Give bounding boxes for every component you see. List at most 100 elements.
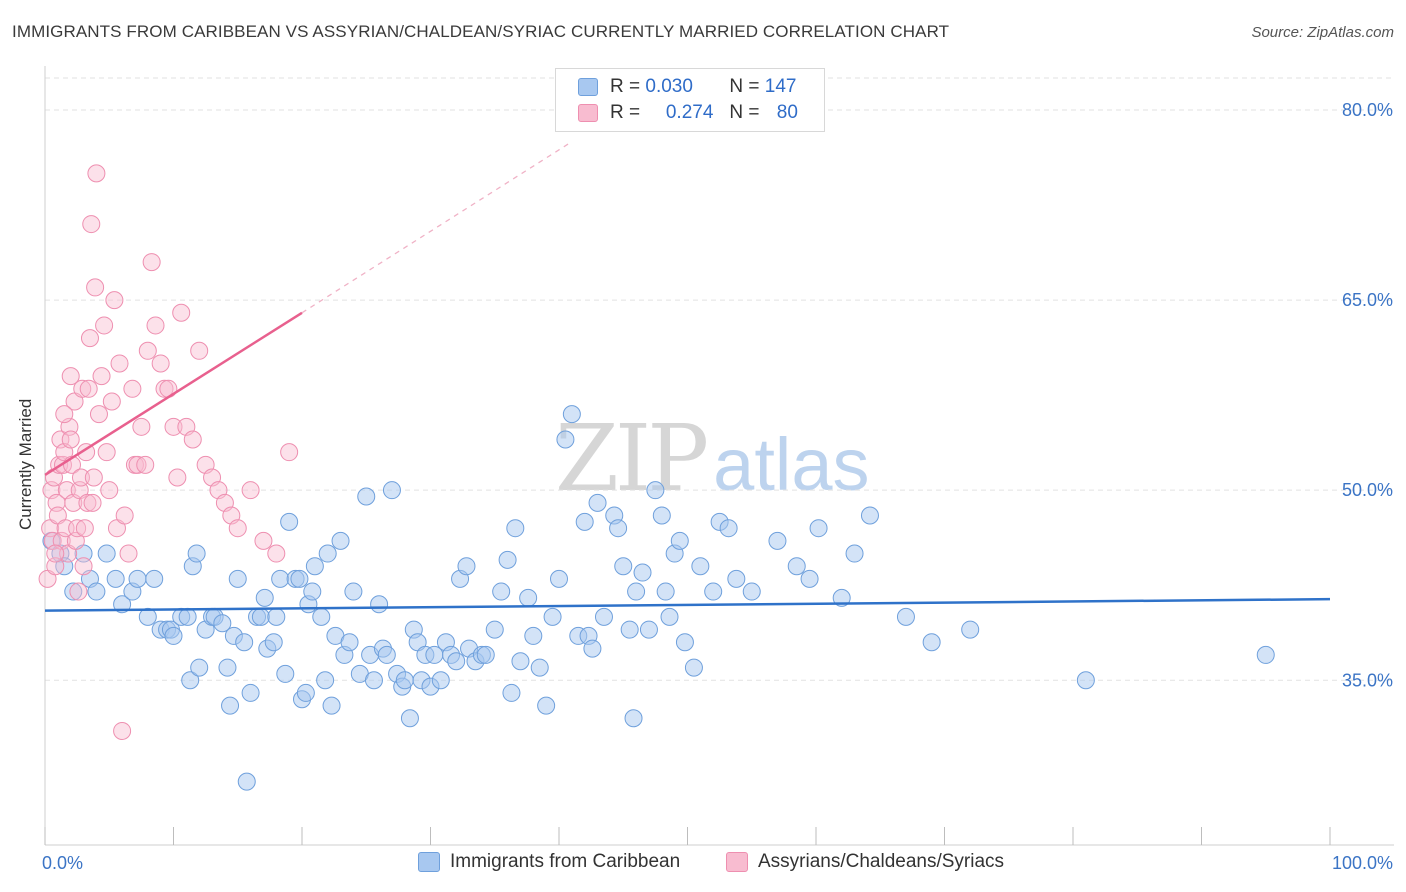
legend-r-value: 0.274	[665, 102, 714, 123]
data-point-assyrian	[95, 316, 114, 335]
data-point-caribbean	[624, 709, 643, 728]
x-tick-label-max: 100.0%	[1332, 853, 1393, 873]
data-point-caribbean	[303, 582, 322, 601]
legend-n-label: N =	[729, 102, 760, 123]
trend-line-assyrian	[44, 311, 303, 477]
bottom-legend-label: Immigrants from Caribbean	[450, 851, 681, 872]
data-point-caribbean	[87, 582, 106, 601]
data-point-caribbean	[364, 671, 383, 690]
data-point-caribbean	[331, 531, 350, 550]
data-point-caribbean	[800, 569, 819, 588]
data-point-caribbean	[312, 607, 331, 626]
data-point-caribbean	[524, 626, 543, 645]
chart-title: IMMIGRANTS FROM CARIBBEAN VS ASSYRIAN/CH…	[12, 22, 950, 41]
y-axis-label: Currently Married	[16, 398, 35, 530]
data-point-caribbean	[543, 607, 562, 626]
data-point-caribbean	[138, 607, 157, 626]
data-point-caribbean	[64, 582, 83, 601]
data-point-assyrian	[113, 721, 132, 740]
data-point-assyrian	[102, 392, 121, 411]
y-tick-label: 35.0%	[1342, 670, 1393, 690]
data-point-assyrian	[46, 544, 65, 563]
data-point-caribbean	[318, 544, 337, 563]
data-point-caribbean	[395, 671, 414, 690]
data-point-caribbean	[400, 709, 419, 728]
data-point-caribbean	[316, 671, 335, 690]
bottom-legend-assyrian: Assyrians/Chaldeans/Syriacs	[726, 851, 1004, 873]
data-point-assyrian	[128, 455, 147, 474]
data-point-assyrian	[82, 215, 101, 234]
data-point-assyrian	[71, 468, 90, 487]
data-point-caribbean	[502, 683, 521, 702]
data-point-caribbean	[296, 683, 315, 702]
data-point-caribbean	[241, 683, 260, 702]
data-point-caribbean	[228, 569, 247, 588]
data-point-caribbean	[280, 512, 299, 531]
data-point-caribbean	[181, 671, 200, 690]
data-point-assyrian	[115, 506, 134, 525]
data-point-assyrian	[74, 557, 93, 576]
data-point-assyrian	[172, 303, 191, 322]
data-point-caribbean	[382, 481, 401, 500]
data-point-caribbean	[519, 588, 538, 607]
data-point-caribbean	[646, 481, 665, 500]
data-point-caribbean	[742, 582, 761, 601]
trend-lines	[44, 141, 1331, 612]
data-point-caribbean	[652, 506, 671, 525]
trend-line-caribbean	[44, 597, 1331, 612]
data-point-caribbean	[550, 569, 568, 588]
legend-row-assyrian: R = 0.274 N = 80	[578, 101, 798, 125]
data-point-caribbean	[660, 607, 679, 626]
data-point-caribbean	[1256, 645, 1275, 664]
data-point-caribbean	[457, 557, 476, 576]
watermark: ZIP atlas	[555, 405, 869, 512]
data-point-caribbean	[588, 493, 607, 512]
legend-swatch-pink	[578, 104, 598, 122]
data-point-assyrian	[267, 544, 286, 563]
data-point-assyrian	[254, 531, 273, 550]
data-point-caribbean	[719, 519, 738, 538]
data-point-caribbean	[809, 519, 828, 538]
data-point-caribbean	[704, 582, 723, 601]
data-point-caribbean	[492, 582, 511, 601]
data-point-caribbean	[562, 405, 581, 424]
bottom-legend-swatch-blue	[418, 852, 440, 872]
data-point-caribbean	[340, 633, 359, 652]
series-assyrian-points	[38, 164, 299, 740]
legend: R = 0.030 N = 147 R = 0.274 N = 80	[555, 68, 825, 132]
data-point-caribbean	[670, 531, 689, 550]
data-point-caribbean	[164, 626, 183, 645]
data-point-caribbean	[639, 620, 658, 639]
data-point-assyrian	[190, 341, 209, 360]
data-point-caribbean	[684, 658, 703, 677]
legend-n-value: 147	[764, 76, 797, 97]
data-point-caribbean	[267, 607, 286, 626]
data-point-caribbean	[113, 595, 132, 614]
data-point-assyrian	[280, 443, 299, 462]
watermark-atlas: atlas	[713, 423, 870, 506]
data-point-assyrian	[241, 481, 260, 500]
data-point-assyrian	[100, 481, 119, 500]
data-point-caribbean	[633, 563, 652, 582]
data-point-assyrian	[164, 417, 183, 436]
data-point-assyrian	[78, 493, 97, 512]
data-point-assyrian	[228, 519, 247, 538]
data-point-assyrian	[146, 316, 165, 335]
data-point-assyrian	[83, 493, 102, 512]
data-point-caribbean	[106, 569, 125, 588]
data-point-caribbean	[128, 569, 147, 588]
data-point-assyrian	[89, 405, 108, 424]
data-point-assyrian	[79, 379, 98, 398]
data-point-assyrian	[87, 164, 106, 183]
data-point-assyrian	[155, 379, 174, 398]
data-point-assyrian	[132, 417, 151, 436]
data-point-caribbean	[498, 550, 517, 569]
data-point-assyrian	[61, 367, 80, 386]
data-point-caribbean	[961, 620, 980, 639]
y-tick-label: 65.0%	[1342, 290, 1393, 310]
data-point-assyrian	[119, 544, 138, 563]
data-point-assyrian	[136, 455, 155, 474]
data-point-caribbean	[322, 696, 341, 715]
data-point-caribbean	[344, 582, 363, 601]
